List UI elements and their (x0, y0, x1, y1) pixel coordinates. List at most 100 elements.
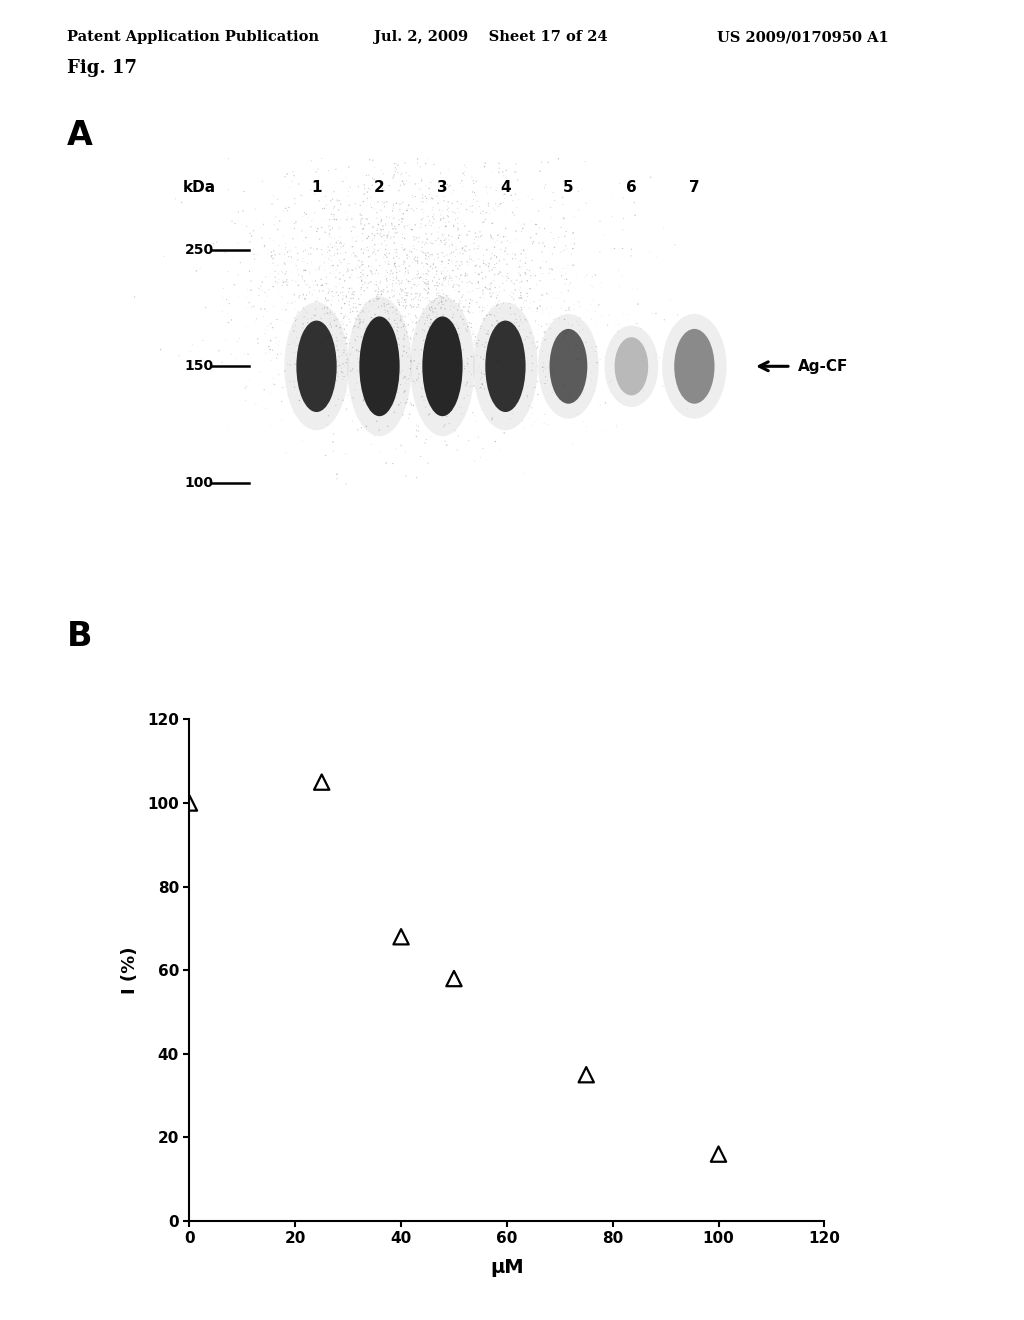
Point (462, 301, 478, 322)
Point (445, 215, 462, 236)
Point (559, 333, 575, 354)
Point (379, 247, 395, 268)
Point (380, 325, 396, 346)
Point (323, 256, 339, 277)
Point (226, 374, 243, 395)
Point (579, 300, 595, 321)
Point (567, 368, 584, 389)
Point (528, 275, 545, 296)
Point (321, 160, 337, 181)
Point (431, 292, 447, 313)
Point (325, 255, 341, 276)
Point (540, 152, 556, 173)
Point (437, 359, 454, 380)
Point (349, 125, 366, 147)
Point (437, 298, 454, 319)
Point (261, 337, 278, 358)
Point (536, 348, 552, 370)
Point (358, 416, 375, 437)
Point (327, 243, 343, 264)
Point (302, 263, 318, 284)
Point (504, 243, 520, 264)
Point (354, 292, 371, 313)
Point (431, 285, 447, 306)
Point (504, 281, 520, 302)
Point (489, 264, 506, 285)
Point (425, 301, 441, 322)
Point (588, 356, 604, 378)
Point (513, 329, 529, 350)
Text: 3: 3 (437, 180, 447, 195)
Point (304, 210, 321, 231)
Point (412, 178, 428, 199)
Point (508, 183, 524, 205)
Point (615, 302, 632, 323)
Point (434, 224, 451, 246)
Point (453, 265, 469, 286)
Point (440, 271, 457, 292)
Point (384, 201, 400, 222)
Point (470, 426, 486, 447)
Point (553, 261, 569, 282)
Point (564, 345, 581, 366)
Point (380, 302, 396, 323)
Point (498, 325, 514, 346)
Point (529, 319, 546, 341)
Point (466, 232, 482, 253)
Point (435, 314, 452, 335)
Text: Fig. 17: Fig. 17 (67, 59, 136, 78)
Point (527, 265, 544, 286)
Point (489, 177, 506, 198)
Point (472, 335, 488, 356)
Point (397, 442, 414, 463)
Point (272, 343, 289, 364)
Point (484, 259, 501, 280)
Point (328, 232, 344, 253)
Point (195, 330, 211, 351)
Point (338, 285, 354, 306)
Point (447, 255, 464, 276)
Point (503, 271, 519, 292)
Point (476, 345, 493, 366)
Point (561, 342, 578, 363)
Point (400, 256, 417, 277)
Point (370, 284, 386, 305)
Point (351, 313, 368, 334)
Point (480, 279, 497, 300)
Point (541, 313, 557, 334)
Point (385, 286, 401, 308)
Point (350, 289, 367, 310)
Point (484, 161, 501, 182)
Point (564, 255, 581, 276)
Point (550, 148, 566, 169)
Point (316, 297, 333, 318)
Point (376, 136, 392, 157)
Point (457, 265, 473, 286)
Point (422, 244, 438, 265)
Point (481, 253, 498, 275)
Point (318, 194, 335, 215)
Point (587, 301, 603, 322)
Point (555, 327, 571, 348)
Point (313, 335, 330, 356)
Point (610, 260, 627, 281)
Point (428, 301, 444, 322)
Point (392, 174, 409, 195)
Point (273, 310, 290, 331)
Point (479, 407, 496, 428)
Point (380, 313, 396, 334)
Point (306, 348, 323, 370)
Point (420, 347, 436, 368)
Point (495, 422, 511, 444)
Point (390, 355, 407, 376)
Point (376, 317, 392, 338)
Point (541, 261, 557, 282)
Point (460, 276, 476, 297)
Point (413, 267, 429, 288)
Point (360, 272, 377, 293)
Point (356, 183, 373, 205)
Point (378, 453, 394, 474)
Point (577, 375, 593, 396)
Point (502, 315, 518, 337)
Point (287, 317, 303, 338)
